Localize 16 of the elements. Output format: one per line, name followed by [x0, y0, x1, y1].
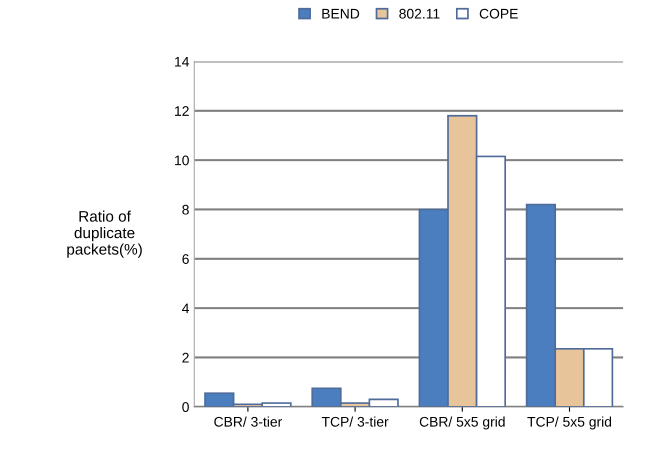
legend-label: BEND: [322, 8, 360, 18]
y-tick-label: 12: [175, 106, 189, 116]
y-tick-label: 10: [175, 155, 189, 166]
y-tick-label: 14: [175, 56, 190, 67]
x-tick-label: CBR/ 5x5 grid: [420, 416, 505, 430]
y-tick-label: 8: [182, 204, 189, 215]
x-tick-label: TCP/ 5x5 grid: [527, 416, 612, 430]
y-tick-label: 4: [182, 304, 190, 314]
legend-label: COPE: [480, 8, 518, 19]
legend-label: 802.11: [399, 8, 440, 19]
y-tick-label: 6: [182, 254, 189, 264]
x-tick-label: CBR/ 3-tier: [214, 416, 282, 427]
y-tick-label: 0: [182, 402, 189, 412]
y-tick-label: 2: [182, 352, 189, 362]
x-tick-label: TCP/ 3-tier: [322, 416, 388, 427]
y-axis-title: Ratio of duplicate packets(%): [67, 210, 142, 258]
